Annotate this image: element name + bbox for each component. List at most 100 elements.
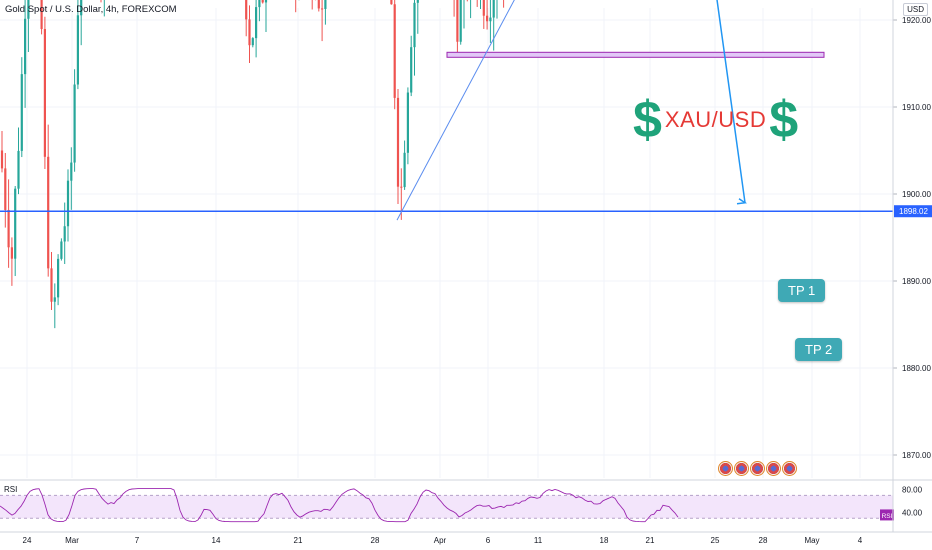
x-tick-label: 28 <box>759 536 768 545</box>
candle-body <box>53 297 56 302</box>
rsi-label: RSI <box>4 485 18 494</box>
candle-body <box>27 0 30 19</box>
trendline <box>396 0 515 221</box>
x-tick-label: 28 <box>371 536 380 545</box>
candle-body <box>251 38 254 46</box>
candle-body <box>60 241 63 259</box>
candle-body <box>258 0 261 8</box>
candle-body <box>50 268 53 302</box>
x-tick-label: 4 <box>858 536 863 545</box>
candle-body <box>43 29 46 157</box>
candle-body <box>413 2 416 48</box>
candle-body <box>410 47 413 93</box>
candle-body <box>66 180 70 227</box>
x-tick-label: 21 <box>646 536 655 545</box>
level-label: 1898.02 <box>899 207 928 216</box>
candle-body <box>416 0 419 3</box>
rsi-badge-label: RSI <box>882 513 893 520</box>
candle-body <box>47 156 50 269</box>
candle-body <box>10 247 13 259</box>
candle-body <box>80 0 83 16</box>
candle-body <box>248 19 251 46</box>
grid <box>0 8 893 478</box>
candle-body <box>40 0 43 30</box>
event-flag-icon[interactable] <box>782 461 797 476</box>
dollar-right-icon: $ <box>769 91 799 149</box>
rsi-line <box>0 488 679 523</box>
candle-body <box>73 84 76 163</box>
candle-body <box>400 186 403 188</box>
candle-body <box>17 150 20 189</box>
candle-body <box>390 0 393 5</box>
candle-body <box>393 4 396 98</box>
candle-body <box>255 7 258 39</box>
candle-body <box>63 226 66 242</box>
chart-title: Gold Spot / U.S. Dollar, 4h, FOREXCOM <box>5 4 177 15</box>
event-flag-icon[interactable] <box>718 461 733 476</box>
projection-path <box>716 0 746 203</box>
candle-body <box>403 152 406 188</box>
level-tag <box>894 205 932 218</box>
tp2-callout[interactable]: TP 2 <box>795 338 843 361</box>
symbol-banner-text: XAU/USD <box>664 107 767 132</box>
x-tick-label: May <box>804 536 819 545</box>
overlays: XAUUSD1931.741898.02 <box>0 0 932 221</box>
y-tick-label: 1910.00 <box>902 103 931 112</box>
event-flag-icon[interactable] <box>734 461 749 476</box>
candle-body <box>264 0 268 3</box>
sr-zone <box>446 51 825 58</box>
event-flag-icon[interactable] <box>750 461 765 476</box>
candle-body <box>20 74 23 151</box>
tp1-callout[interactable]: TP 1 <box>778 279 826 302</box>
candle-body <box>486 15 489 22</box>
event-flag-icon[interactable] <box>766 461 781 476</box>
projection-arrowhead <box>736 198 748 205</box>
candle-body <box>7 209 10 248</box>
candle-body <box>70 162 73 181</box>
candle-body <box>459 0 462 42</box>
candle-body <box>324 0 327 9</box>
candle-body <box>406 92 409 153</box>
candle-body <box>261 0 264 3</box>
candle-body <box>482 0 485 16</box>
x-tick-label: Apr <box>434 536 447 545</box>
candle-body <box>245 0 248 20</box>
candle-body <box>14 188 17 259</box>
candles <box>0 0 505 329</box>
x-tick-label: 6 <box>486 536 491 545</box>
x-tick-label: 25 <box>711 536 720 545</box>
x-tick-label: Mar <box>65 536 79 545</box>
candle-body <box>57 258 60 298</box>
y-tick-label: 1870.00 <box>902 451 931 460</box>
candle-body <box>4 168 7 210</box>
y-tick-label: 1880.00 <box>902 364 931 373</box>
rsi-tick-label: 40.00 <box>902 509 923 518</box>
candle-body <box>0 150 4 169</box>
y-tick-label: 1890.00 <box>902 277 931 286</box>
x-tick-label: 14 <box>212 536 221 545</box>
candle-body <box>321 8 324 10</box>
x-tick-label: 21 <box>294 536 303 545</box>
rsi-band <box>0 495 893 519</box>
candle-body <box>24 18 27 75</box>
symbol-banner: $ XAU/USD $ <box>633 94 798 146</box>
x-tick-label: 24 <box>23 536 32 545</box>
x-tick-label: 18 <box>600 536 609 545</box>
candle-body <box>76 15 79 85</box>
rsi-pane: 80.00 40.00 RSI <box>0 479 932 523</box>
candle-body <box>317 0 320 9</box>
dollar-left-icon: $ <box>633 91 662 149</box>
y-tick-label: 1900.00 <box>902 190 931 199</box>
candle-body <box>489 17 492 22</box>
rsi-badge <box>880 509 894 521</box>
currency-selector[interactable]: USD <box>903 3 928 16</box>
candle-body <box>396 97 400 187</box>
rsi-tick-label: 80.00 <box>902 486 923 495</box>
candle-body <box>492 0 495 18</box>
x-tick-label: 7 <box>135 536 140 545</box>
candle-body <box>456 0 459 42</box>
x-tick-label: 11 <box>534 536 543 545</box>
y-tick-label: 1920.00 <box>902 16 931 25</box>
